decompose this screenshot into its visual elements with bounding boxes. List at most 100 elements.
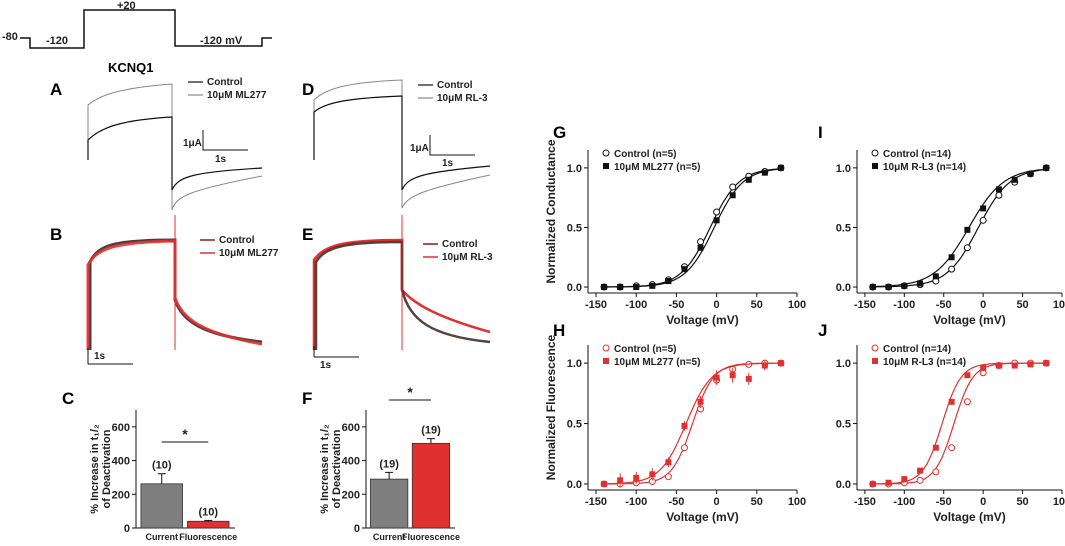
legend-marker xyxy=(871,149,879,157)
data-point xyxy=(697,398,704,405)
legend-label: 10μM R-L3 (n=14) xyxy=(883,357,966,368)
panel-label-e: E xyxy=(302,225,313,244)
data-point xyxy=(713,208,721,216)
legend-marker xyxy=(872,163,878,169)
data-point xyxy=(963,398,971,406)
data-point xyxy=(617,284,624,291)
fit-curve xyxy=(604,168,781,288)
y-tick-label: 1.0 xyxy=(836,358,851,370)
panel-label-a: A xyxy=(50,80,62,99)
legend-label: Control (n=5) xyxy=(614,149,677,160)
scatter-chart-h: -150 -100 -50 0 50 100 0.0 0.5 1.0 Voltage (mV) No… xyxy=(544,334,806,524)
data-point xyxy=(979,216,987,224)
trace-a-drug xyxy=(87,83,263,211)
data-point xyxy=(601,480,608,487)
data-point xyxy=(1043,164,1050,171)
y-axis-label: % Increase in t₁/₂ xyxy=(319,424,331,514)
data-point xyxy=(917,280,924,287)
data-point xyxy=(761,362,768,369)
legend-marker xyxy=(603,163,609,169)
x-tick-label: 50 xyxy=(751,299,763,311)
protocol-v-pre: -120 xyxy=(46,35,68,47)
panel-label-d: D xyxy=(302,80,314,99)
data-point xyxy=(745,375,752,382)
data-point xyxy=(964,372,971,379)
y-tick-label: 0.0 xyxy=(567,479,582,491)
data-point xyxy=(697,238,705,246)
scatter-chart-j: -150 -100 -50 0 50 100 0.0 0.5 1.0 Voltage (mV) Co… xyxy=(836,344,1065,524)
panel-b-traces: Control 10μM ML277 1s xyxy=(86,215,279,365)
scatter-chart-g: -150 -100 -50 0 50 100 0.0 0.5 1.0 Voltage (mV) No… xyxy=(544,139,806,327)
data-point xyxy=(633,474,640,481)
legend-label: Control (n=14) xyxy=(883,149,951,160)
x-tick-label: 0 xyxy=(980,299,986,311)
x-tick-label: -100 xyxy=(625,496,647,508)
bar-chart-f: 0 200 400 600 % Increase in t₁/₂ of Deactivat… xyxy=(319,384,460,542)
scale-b-time: 1s xyxy=(94,351,106,362)
x-tick-label: 100 xyxy=(788,496,806,508)
scatter-chart-i: -150 -100 -50 0 50 100 0.0 0.5 1.0 Voltage (mV) Co… xyxy=(836,149,1065,327)
protocol-v-hold: -80 xyxy=(2,31,18,43)
fit-curve xyxy=(872,362,1047,485)
panel-d-traces: Control 10μM RL-3 1μA 1s xyxy=(313,79,491,209)
y-tick-label: 0.0 xyxy=(836,479,851,491)
legend-label: 10μM ML277 (n=5) xyxy=(614,357,700,368)
data-point xyxy=(948,265,956,273)
n-label: (10) xyxy=(152,460,172,472)
scale-e-time: 1s xyxy=(320,360,332,371)
legend-label: 10μM ML277 (n=5) xyxy=(614,162,700,173)
data-point xyxy=(901,282,908,289)
scale-a-current: 1μA xyxy=(183,138,202,149)
panel-label-i: I xyxy=(818,123,823,142)
y-tick-label: 200 xyxy=(112,489,130,501)
x-tick-label: -150 xyxy=(854,299,876,311)
x-tick-label: 0 xyxy=(714,299,720,311)
data-point xyxy=(885,284,892,291)
x-tick-label: -150 xyxy=(585,496,607,508)
data-point xyxy=(869,480,876,487)
scale-a-time: 1s xyxy=(215,154,227,165)
data-point xyxy=(1043,360,1050,367)
x-tick-label: 50 xyxy=(1016,496,1028,508)
data-point xyxy=(665,278,672,285)
y-tick-label: 0.5 xyxy=(836,419,851,431)
data-point xyxy=(995,191,1003,199)
legend-d-drug: 10μM RL-3 xyxy=(437,93,488,104)
n-label: (19) xyxy=(421,425,441,437)
y-tick-label: 1.0 xyxy=(836,163,851,175)
data-point xyxy=(745,176,752,183)
data-point xyxy=(1011,362,1018,369)
x-tick-label: 100 xyxy=(788,299,806,311)
protocol-v-test: +20 xyxy=(117,0,136,12)
x-tick-label: Current xyxy=(145,532,178,541)
trace-d-control xyxy=(313,95,491,191)
data-point xyxy=(1027,170,1034,177)
y-tick-label: 0.0 xyxy=(567,282,582,294)
panel-label-j: J xyxy=(818,321,827,340)
protocol-v-tail: -120 mV xyxy=(200,35,243,47)
y-tick-label: 1.0 xyxy=(567,163,582,175)
legend-a-control: Control xyxy=(207,77,243,88)
panel-label-b: B xyxy=(50,225,62,244)
figure-title: KCNQ1 xyxy=(108,60,154,75)
y-tick-label: 400 xyxy=(342,456,360,468)
bar-chart-c: 0 200 400 600 % Increase in t₁/₂ of Deactivat… xyxy=(89,410,237,542)
legend-d-control: Control xyxy=(437,80,473,91)
panel-label-c: C xyxy=(62,389,74,408)
data-point xyxy=(713,374,720,381)
x-tick-label: 0 xyxy=(714,496,720,508)
data-point xyxy=(761,169,768,176)
legend-marker xyxy=(872,358,878,364)
y-tick-label: 400 xyxy=(112,456,130,468)
fit-curve xyxy=(604,362,781,485)
x-tick-label: -50 xyxy=(936,496,952,508)
y-tick-label: 0.5 xyxy=(567,222,582,234)
data-point xyxy=(681,266,688,273)
legend-label: Control (n=14) xyxy=(883,344,951,355)
legend-marker xyxy=(602,344,610,352)
y-axis-label: Normalized Conductance xyxy=(544,139,558,283)
data-point xyxy=(1011,176,1018,183)
x-tick-label: -100 xyxy=(625,299,647,311)
y-tick-label: 0.5 xyxy=(836,222,851,234)
x-tick-label: 50 xyxy=(751,496,763,508)
